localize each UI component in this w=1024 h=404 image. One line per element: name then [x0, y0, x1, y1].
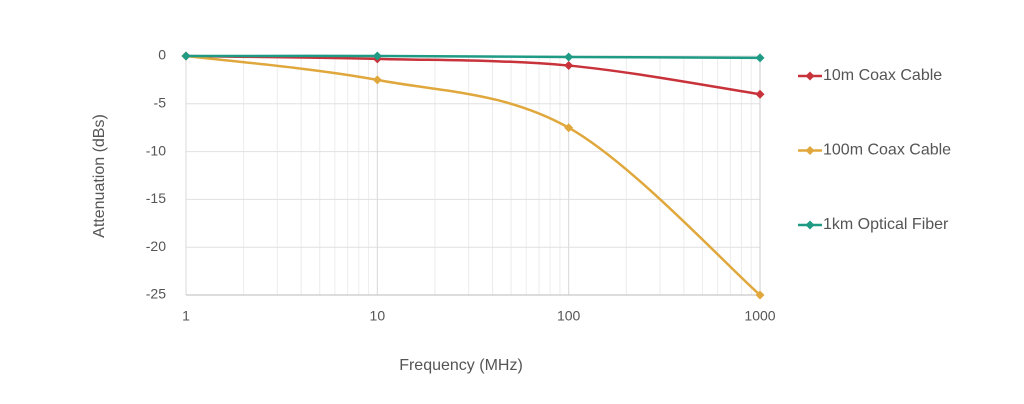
x-axis-label: Frequency (MHz): [399, 357, 523, 374]
marker: [564, 52, 574, 62]
legend-label: 10m Coax Cable: [823, 67, 942, 84]
y-axis-label: Attenuation (dBs): [91, 114, 108, 238]
marker: [372, 75, 382, 85]
legend-marker: [805, 220, 815, 230]
y-tick-label: -25: [146, 286, 166, 302]
y-tick-label: -5: [154, 95, 167, 111]
y-tick-label: -15: [146, 190, 166, 206]
marker: [564, 123, 574, 133]
legend-marker: [805, 146, 815, 155]
marker: [755, 53, 765, 63]
marker: [755, 290, 765, 300]
series-line: [185, 54, 761, 296]
y-tick-label: -20: [146, 238, 166, 254]
x-tick-label: 1: [182, 308, 190, 324]
x-tick-label: 100: [557, 308, 581, 324]
legend-marker: [805, 71, 815, 81]
y-tick-label: 0: [158, 47, 166, 63]
marker: [372, 51, 382, 61]
y-tick-label: -10: [146, 142, 166, 158]
marker: [564, 61, 574, 71]
series-line: [185, 54, 761, 60]
legend-label: 1km Optical Fiber: [823, 216, 949, 233]
marker: [755, 89, 765, 99]
legend-label: 100m Coax Cable: [823, 142, 951, 159]
marker: [181, 51, 191, 61]
series-line: [185, 54, 761, 96]
x-tick-label: 1000: [744, 308, 775, 324]
x-tick-label: 10: [370, 308, 386, 324]
